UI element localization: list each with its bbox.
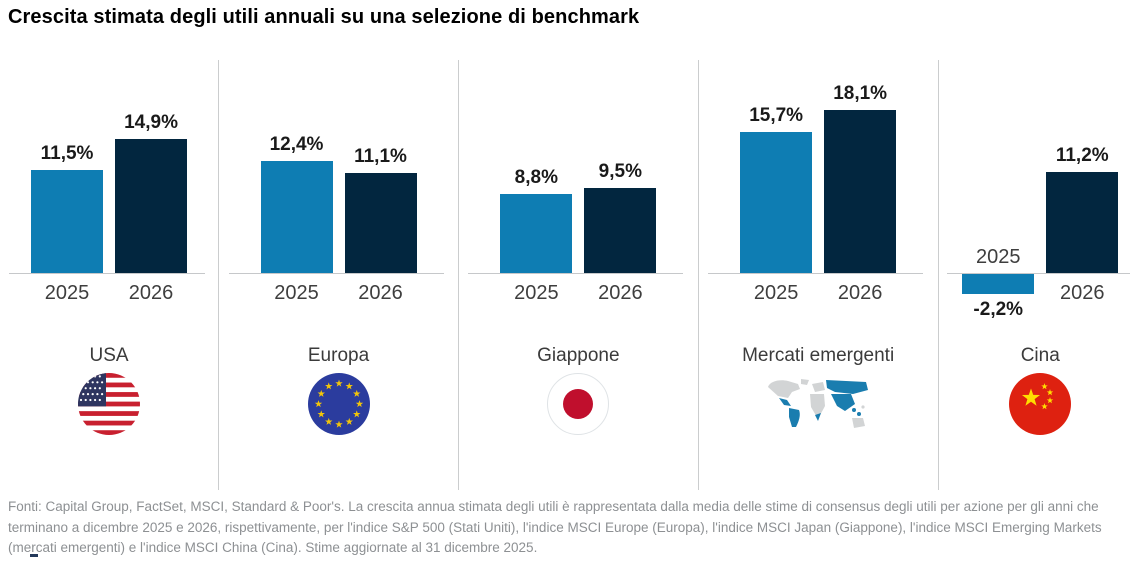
- bar-2026-usa: [115, 138, 188, 273]
- axis-baseline: [468, 273, 684, 274]
- region-label-europa: Europa: [307, 345, 370, 366]
- region-label-giappone: Giappone: [537, 345, 620, 366]
- flag-wrap-usa: [0, 373, 218, 440]
- axis-baseline: [946, 273, 1130, 274]
- bar-2026-europa: [344, 173, 417, 273]
- bar-2025-giappone: [500, 193, 573, 273]
- flag-wrap-mercati-emergenti: [699, 373, 938, 438]
- value-label-2025-mercati-emergenti: 15,7%: [749, 104, 804, 126]
- year-label-2026-usa: 2026: [128, 282, 174, 304]
- value-label-2025-cina: -2,2%: [973, 298, 1024, 320]
- year-label-2025-usa: 2025: [44, 282, 90, 304]
- source-footnote: Fonti: Capital Group, FactSet, MSCI, Sta…: [8, 499, 1102, 555]
- bar-2025-cina: [962, 274, 1035, 294]
- bar-2026-mercati-emergenti: [824, 110, 897, 273]
- cropped-element-fragment: [30, 554, 38, 557]
- axis-baseline: [8, 273, 206, 274]
- value-label-2025-giappone: 8,8%: [514, 166, 558, 188]
- value-label-2026-mercati-emergenti: 18,1%: [833, 83, 888, 105]
- bar-2025-europa: [260, 161, 333, 273]
- region-label-usa: USA: [89, 345, 129, 366]
- year-label-2025-europa: 2025: [274, 282, 319, 304]
- flag-wrap-cina: [939, 373, 1142, 440]
- year-label-2025-mercati-emergenti: 2025: [753, 282, 799, 304]
- benchmark-group-europa: 12,4% 2025 11,1% 2026 Europa: [218, 60, 458, 490]
- bar-2025-mercati-emergenti: [740, 131, 813, 273]
- axis-baseline: [708, 273, 924, 274]
- value-label-2026-usa: 14,9%: [124, 111, 178, 133]
- usa-flag-icon: [78, 373, 141, 440]
- bar-2026-cina: [1046, 172, 1119, 273]
- benchmark-group-usa: 11,5% 2025 14,9% 2026 USA: [0, 60, 218, 490]
- region-label-cina: Cina: [1020, 345, 1060, 366]
- region-label-mercati-emergenti: Mercati emergenti: [742, 345, 895, 366]
- emerging-markets-map-icon: [766, 377, 871, 438]
- year-label-2026-mercati-emergenti: 2026: [837, 282, 883, 304]
- value-label-2025-europa: 12,4%: [269, 134, 324, 156]
- value-label-2026-cina: 11,2%: [1055, 145, 1109, 167]
- flag-wrap-giappone: [459, 373, 698, 440]
- eu-flag-icon: [307, 373, 370, 440]
- value-label-2026-giappone: 9,5%: [598, 160, 642, 182]
- year-label-2025-giappone: 2025: [514, 282, 559, 304]
- flag-wrap-europa: [219, 373, 458, 440]
- year-label-2026-europa: 2026: [358, 282, 403, 304]
- axis-baseline: [228, 273, 444, 274]
- year-label-2026-cina: 2026: [1060, 282, 1105, 304]
- benchmark-group-mercati-emergenti: 15,7% 2025 18,1% 2026 Mercati emergenti: [697, 60, 938, 490]
- bar-2025-usa: [31, 169, 104, 273]
- year-label-2026-giappone: 2026: [598, 282, 643, 304]
- benchmark-chart: 11,5% 2025 14,9% 2026 USA 12,4% 2025 11,1% 2026 E…: [0, 60, 1142, 490]
- chart-title: Crescita stimata degli utili annuali su …: [8, 6, 640, 28]
- bar-2026-giappone: [584, 187, 657, 273]
- benchmark-group-giappone: 8,8% 2025 9,5% 2026 Giappone: [457, 60, 698, 490]
- value-label-2025-usa: 11,5%: [40, 142, 94, 164]
- value-label-2026-europa: 11,1%: [354, 146, 407, 168]
- year-label-2025-cina: 2025: [976, 246, 1021, 268]
- china-flag-icon: [1009, 373, 1072, 440]
- benchmark-group-cina: -2,2% 2025 11,2% 2026 Cina: [937, 60, 1142, 490]
- japan-flag-icon: [547, 373, 610, 440]
